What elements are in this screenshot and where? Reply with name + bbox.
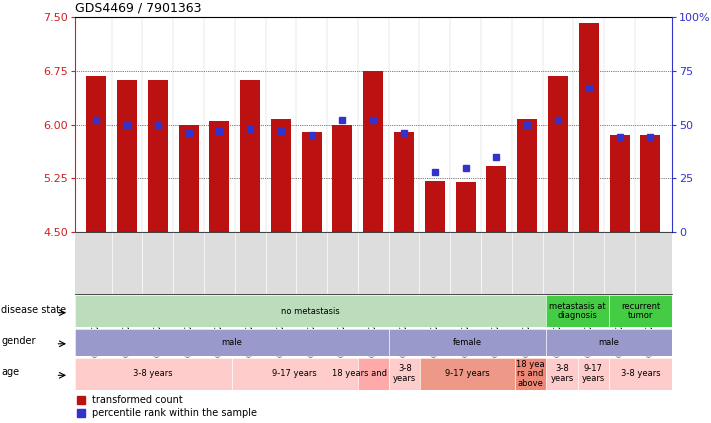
Bar	[486, 166, 506, 232]
Text: 18 yea
rs and
above: 18 yea rs and above	[516, 360, 545, 388]
Bar	[425, 181, 445, 232]
Text: 3-8 years: 3-8 years	[134, 369, 173, 378]
Text: 3-8
years: 3-8 years	[393, 364, 417, 383]
Text: 9-17 years: 9-17 years	[445, 369, 490, 378]
Bar	[579, 23, 599, 232]
Text: GDS4469 / 7901363: GDS4469 / 7901363	[75, 2, 201, 15]
Text: 3-8
years: 3-8 years	[550, 364, 574, 383]
Text: male: male	[221, 338, 242, 347]
Text: gender: gender	[1, 336, 36, 346]
Text: male: male	[599, 338, 619, 347]
Bar	[301, 132, 321, 232]
Bar	[209, 121, 230, 232]
Bar	[456, 182, 476, 232]
Bar	[148, 80, 168, 232]
Text: no metastasis: no metastasis	[281, 307, 340, 316]
Bar	[394, 132, 414, 232]
Text: 9-17
years: 9-17 years	[582, 364, 605, 383]
Bar	[240, 80, 260, 232]
Text: percentile rank within the sample: percentile rank within the sample	[92, 408, 257, 418]
Bar	[271, 119, 291, 232]
Bar	[178, 125, 198, 232]
Text: metastasis at
diagnosis: metastasis at diagnosis	[550, 302, 606, 321]
Bar	[641, 135, 661, 232]
Text: recurrent
tumor: recurrent tumor	[621, 302, 660, 321]
Text: 3-8 years: 3-8 years	[621, 369, 661, 378]
Bar	[548, 76, 568, 232]
Text: age: age	[1, 367, 19, 377]
Bar	[609, 135, 629, 232]
Text: 9-17 years: 9-17 years	[272, 369, 317, 378]
Bar	[363, 71, 383, 232]
Text: female: female	[453, 338, 482, 347]
Text: transformed count: transformed count	[92, 395, 183, 404]
Bar	[117, 80, 137, 232]
Text: 18 years and above: 18 years and above	[331, 369, 415, 378]
Bar	[517, 119, 538, 232]
Bar	[333, 125, 353, 232]
Text: disease state: disease state	[1, 305, 67, 315]
Bar	[86, 76, 106, 232]
